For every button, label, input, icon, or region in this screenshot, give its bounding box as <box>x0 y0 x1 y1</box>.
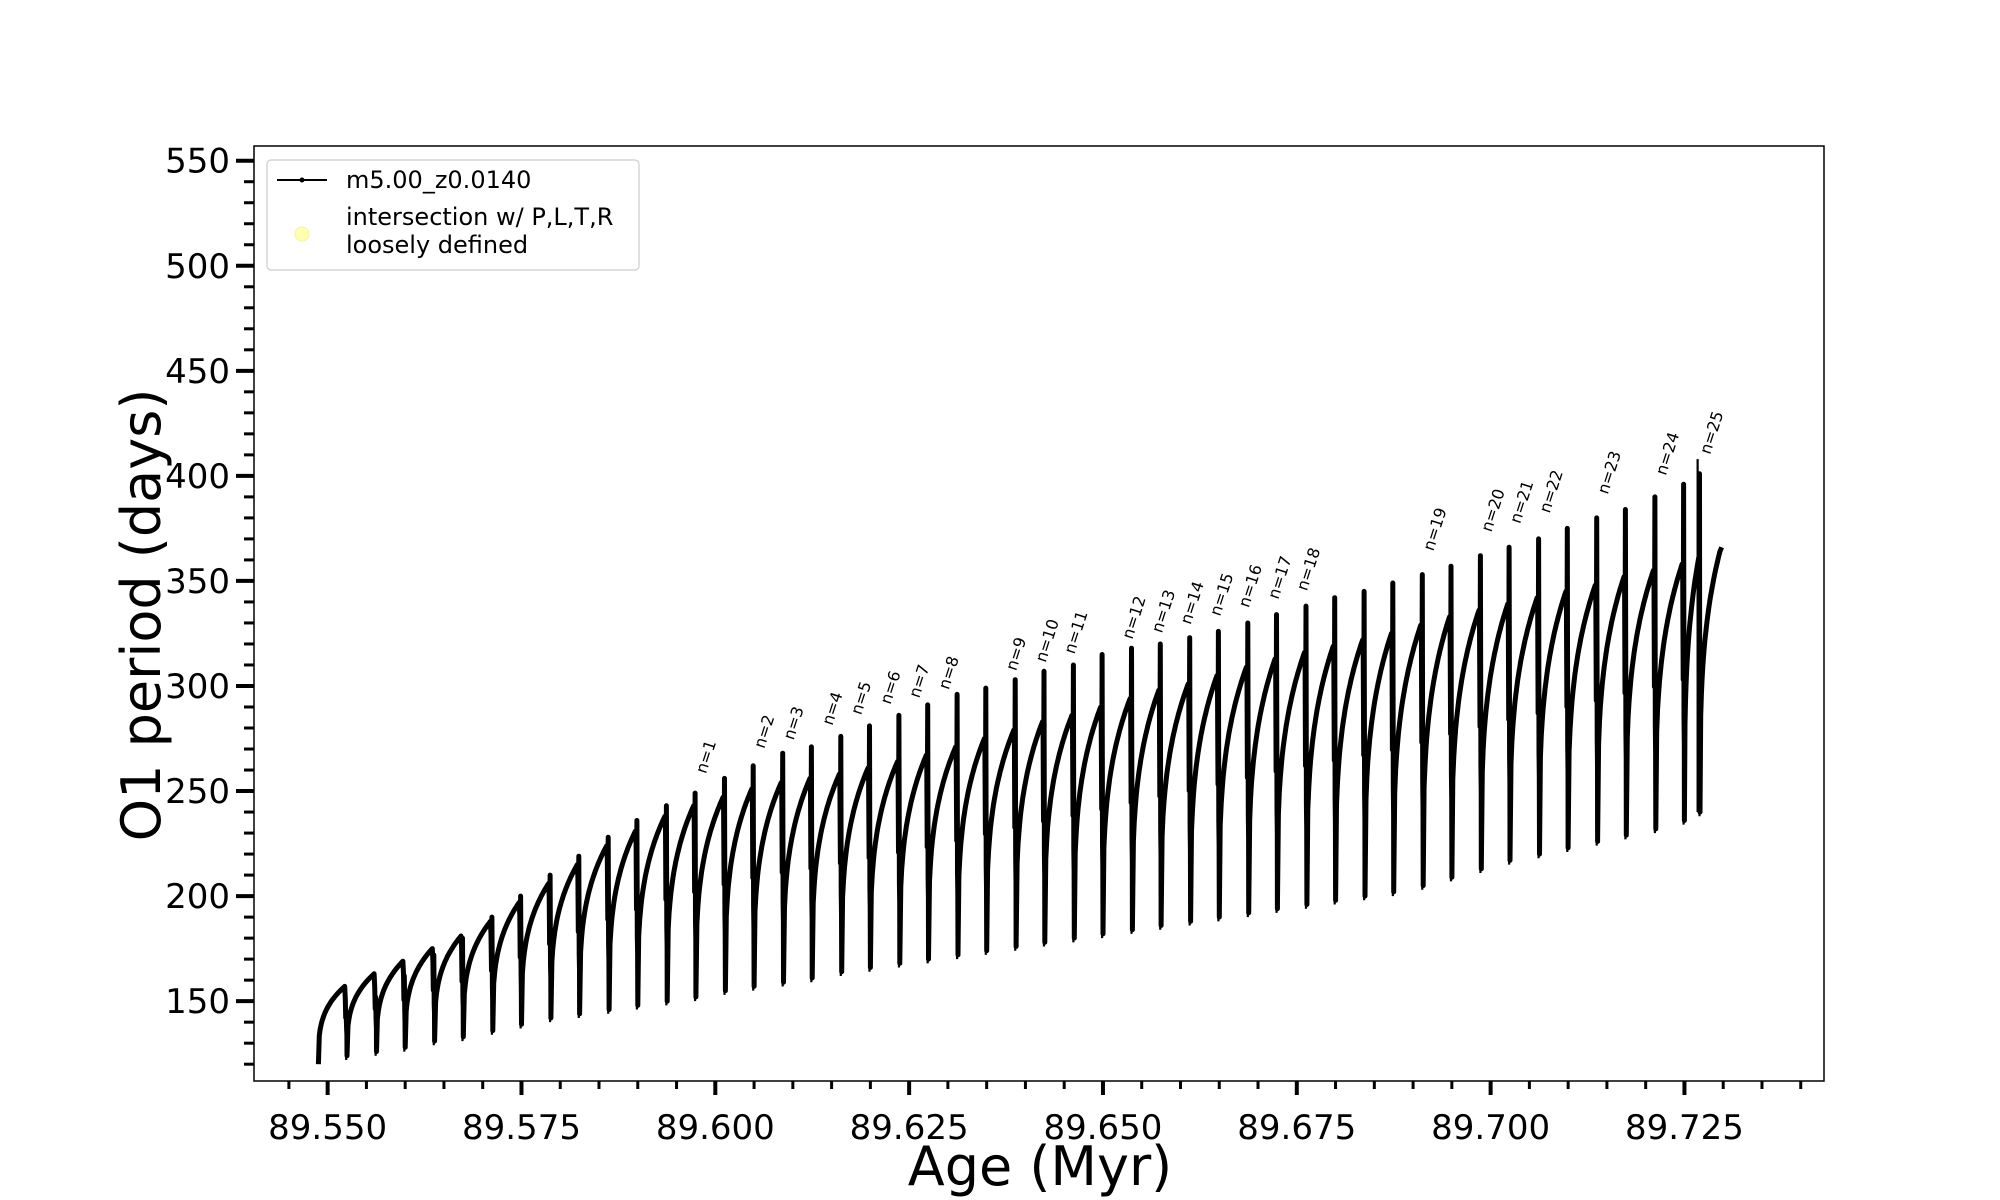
x-tick-label: 89.675 <box>1237 1108 1356 1148</box>
y-tick-label: 200 <box>165 877 230 917</box>
peak-annotation: n=8 <box>934 654 962 692</box>
peak-annotation: n=12 <box>1118 594 1150 642</box>
y-tick-label: 300 <box>165 667 230 707</box>
x-axis: 89.550 89.575 89.600 89.625 89.650 89.675 89.7… <box>268 1081 1744 1148</box>
peak-annotation: n=23 <box>1593 449 1625 497</box>
peak-annotation: n=24 <box>1652 430 1684 478</box>
peak-annotation: n=10 <box>1031 617 1063 665</box>
x-tick-label: 89.600 <box>656 1108 775 1148</box>
x-tick-label: 89.575 <box>462 1108 581 1148</box>
legend-entry-intersection-line1: intersection w/ P,L,T,R <box>346 203 613 231</box>
peak-annotation: n=2 <box>750 712 778 750</box>
peak-annotation: n=11 <box>1060 608 1092 656</box>
peak-annotation: n=1 <box>692 738 720 776</box>
peak-annotation: n=21 <box>1506 478 1538 526</box>
peak-annotation: n=6 <box>876 668 904 706</box>
x-tick-label: 89.725 <box>1625 1108 1744 1148</box>
x-axis-title: Age (Myr) <box>908 1135 1173 1198</box>
x-tick-label: 89.625 <box>850 1108 969 1148</box>
series-layer <box>315 459 1724 1065</box>
legend-entry-series: m5.00_z0.0140 <box>346 166 531 194</box>
series-line <box>315 471 1724 1065</box>
y-tick-label: 400 <box>165 457 230 497</box>
legend-circle-marker <box>294 226 310 242</box>
peak-annotation: n=18 <box>1293 545 1325 593</box>
peak-annotation: n=14 <box>1176 579 1208 627</box>
y-axis: 150 200 250 300 350 400 450 500 550 <box>165 142 254 1022</box>
y-tick-label: 150 <box>165 982 230 1022</box>
peak-annotation: n=13 <box>1148 587 1180 635</box>
peak-annotation: n=15 <box>1206 571 1238 619</box>
legend-entry-intersection-line2: loosely defined <box>346 231 528 259</box>
y-tick-label: 250 <box>165 772 230 812</box>
plot-area-frame <box>253 145 1825 1082</box>
legend-line-dot <box>299 177 305 183</box>
y-axis-title: O1 period (days) <box>110 389 173 842</box>
peak-annotation: n=5 <box>847 679 875 717</box>
peak-annotation: n=9 <box>1002 635 1030 673</box>
y-tick-label: 550 <box>165 142 230 182</box>
peak-annotation: n=4 <box>818 689 846 727</box>
peak-annotation: n=22 <box>1535 468 1567 516</box>
x-tick-label: 89.650 <box>1043 1108 1162 1148</box>
y-tick-label: 500 <box>165 247 230 287</box>
legend: m5.00_z0.0140 intersection w/ P,L,T,R lo… <box>266 159 640 271</box>
peak-annotation: n=7 <box>905 662 933 700</box>
peak-annotation: n=19 <box>1419 505 1451 553</box>
x-tick-label: 89.700 <box>1431 1108 1550 1148</box>
peak-annotation: n=17 <box>1264 554 1296 602</box>
y-tick-label: 350 <box>165 562 230 602</box>
peak-annotation: n=3 <box>779 704 807 742</box>
legend-frame <box>266 159 640 271</box>
peak-annotation: n=25 <box>1696 409 1728 457</box>
y-tick-label: 450 <box>165 352 230 392</box>
peak-annotation: n=20 <box>1477 486 1509 534</box>
x-tick-label: 89.550 <box>268 1108 387 1148</box>
peak-annotation: n=16 <box>1234 562 1266 610</box>
